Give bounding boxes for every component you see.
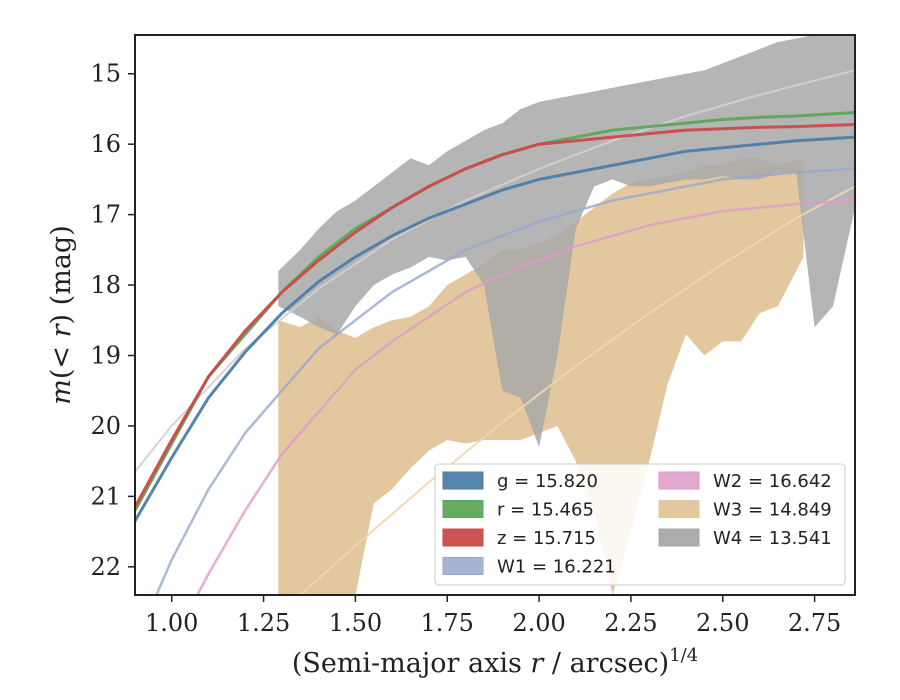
y-tick-label: 21: [90, 482, 121, 510]
x-tick-label: 2.50: [696, 609, 749, 637]
legend-swatch-r: [442, 500, 484, 518]
legend-label-w1: W1 = 16.221: [497, 557, 616, 578]
trend-w3: [299, 185, 855, 595]
x-tick-label: 2.75: [788, 609, 841, 637]
curve-w2: [196, 199, 855, 595]
y-tick-label: 22: [90, 553, 121, 581]
plot-frame: [134, 34, 856, 596]
y-tick-label: 17: [90, 201, 121, 229]
y-tick-label: 15: [90, 60, 121, 88]
legend-label-w3: W3 = 14.849: [713, 500, 832, 521]
y-tick-label: 16: [90, 130, 121, 158]
y-tick-label: 18: [90, 271, 121, 299]
y-axis-label: m(< r) (mag): [46, 225, 77, 404]
legend-swatch-w2: [658, 471, 700, 490]
trend-w4: [135, 69, 855, 473]
legend-swatch-z: [442, 528, 484, 547]
legend-swatch-w1: [442, 557, 484, 575]
x-tick-label: 1.25: [237, 609, 290, 637]
y-tick-label: 20: [90, 412, 121, 440]
band-w4: [278, 35, 855, 448]
x-tick-label: 2.00: [512, 609, 565, 637]
legend-label-w4: W4 = 13.541: [713, 528, 832, 549]
legend-label-r: r = 15.465: [497, 500, 594, 521]
x-tick-label: 1.75: [421, 609, 474, 637]
legend-swatch-g: [442, 471, 484, 490]
legend-swatch-w3: [658, 500, 700, 518]
x-tick-label: 1.00: [145, 609, 198, 637]
plot-area: [135, 35, 855, 595]
legend-label-g: g = 15.820: [497, 471, 598, 492]
curve-w1: [155, 167, 855, 595]
x-tick-label: 2.25: [604, 609, 657, 637]
axes: 1.00 1.25 1.50 1.75 2.00 2.25 2.50 2.75 15 16 17 18…: [90, 60, 841, 637]
legend-swatch-w4: [658, 528, 700, 547]
curve-z: [135, 123, 855, 508]
legend-label-z: z = 15.715: [497, 528, 596, 549]
legend-box: [434, 463, 846, 586]
legend-label-w2: W2 = 16.642: [713, 471, 832, 492]
y-tick-label: 19: [90, 342, 121, 370]
x-tick-label: 1.50: [329, 609, 382, 637]
legend: g = 15.820 r = 15.465 z = 15.715 W1 = 16.22…: [434, 463, 846, 586]
x-axis-label: (Semi-major axis r / arcsec)1/4: [292, 645, 698, 679]
curve-g: [135, 135, 855, 522]
